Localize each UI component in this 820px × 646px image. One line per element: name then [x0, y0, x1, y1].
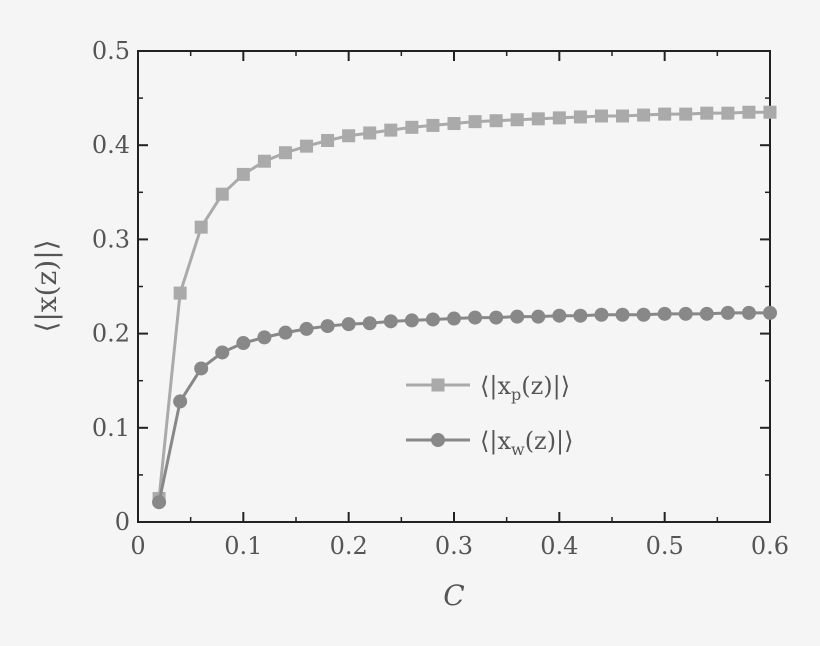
data-point-circle	[573, 308, 588, 323]
data-point-circle	[215, 345, 230, 360]
data-point-circle	[468, 310, 483, 325]
data-point-square	[721, 106, 735, 120]
data-point-square	[173, 286, 187, 300]
data-point-square	[384, 123, 398, 137]
data-point-circle	[763, 305, 777, 320]
data-point-square	[763, 105, 777, 119]
data-point-circle	[489, 310, 504, 325]
y-tick-label: 0.2	[92, 320, 130, 348]
data-point-square	[321, 133, 335, 147]
data-point-circle	[152, 495, 167, 510]
data-point-square	[552, 111, 566, 125]
data-point-circle	[425, 312, 440, 327]
y-tick-label: 0.1	[92, 414, 130, 442]
legend-label: ⟨|xp(z)|⟩	[480, 372, 570, 404]
data-point-circle	[531, 309, 546, 324]
x-tick-label: 0.4	[540, 532, 578, 560]
data-point-square	[679, 107, 693, 121]
data-point-circle	[594, 307, 609, 322]
ticks	[137, 50, 771, 523]
y-tick-label: 0.3	[92, 225, 130, 253]
data-point-circle	[236, 336, 251, 351]
data-point-square	[573, 110, 587, 124]
tick-labels: 0 0.1 0.2 0.3 0.4 0.5 0.6 0 0.1 0.2 0.3 0.4 0.5	[92, 37, 789, 560]
data-point-square	[658, 107, 672, 121]
legend-entry-2: ⟨|xw(z)|⟩	[406, 427, 574, 459]
y-axis-title: ⟨|x(z)|⟩	[30, 239, 63, 332]
data-point-square	[489, 114, 503, 128]
data-point-circle	[383, 314, 398, 329]
data-point-square	[342, 129, 356, 143]
data-point-square	[426, 118, 440, 132]
data-point-circle	[678, 306, 693, 321]
data-point-square	[594, 109, 608, 123]
data-point-circle	[657, 306, 672, 321]
x-tick-label: 0.2	[330, 532, 368, 560]
data-point-circle	[194, 361, 209, 376]
data-point-circle	[615, 307, 630, 322]
y-tick-label: 0	[115, 508, 130, 536]
data-point-circle	[552, 308, 567, 323]
data-point-square	[278, 146, 292, 160]
y-tick-label: 0.4	[92, 131, 130, 159]
x-axis-title: C	[443, 579, 464, 612]
x-tick-label: 0.3	[435, 532, 473, 560]
data-point-square	[300, 139, 314, 153]
legend-marker-square	[431, 378, 445, 392]
x-tick-label: 0	[130, 532, 145, 560]
data-point-square	[405, 120, 419, 134]
y-tick-label: 0.5	[92, 37, 130, 65]
data-point-circle	[341, 317, 356, 332]
data-point-circle	[636, 307, 651, 322]
data-point-square	[742, 105, 756, 119]
data-point-circle	[510, 309, 525, 324]
series-line	[157, 311, 770, 503]
data-point-circle	[741, 305, 756, 320]
data-point-square	[700, 106, 714, 120]
data-point-square	[236, 167, 250, 181]
x-tick-label: 0.6	[751, 532, 789, 560]
data-point-square	[531, 112, 545, 126]
data-point-square	[194, 220, 208, 234]
data-point-circle	[447, 311, 461, 326]
data-point-square	[468, 115, 482, 129]
data-point-square	[616, 109, 630, 123]
data-point-circle	[173, 394, 188, 409]
series-2	[152, 305, 777, 510]
data-point-circle	[699, 306, 714, 321]
data-point-circle	[404, 313, 419, 328]
legend: ⟨|xp(z)|⟩ ⟨|xw(z)|⟩	[406, 372, 574, 459]
x-tick-label: 0.5	[646, 532, 684, 560]
data-point-square	[257, 154, 271, 168]
data-point-square	[215, 187, 229, 201]
data-point-circle	[278, 325, 293, 340]
legend-label: ⟨|xw(z)|⟩	[480, 427, 574, 459]
data-point-circle	[299, 321, 314, 336]
data-point-square	[363, 126, 377, 140]
x-tick-label: 0.1	[224, 532, 262, 560]
data-point-circle	[362, 316, 377, 331]
series-1	[152, 105, 777, 505]
legend-entry-1: ⟨|xp(z)|⟩	[406, 372, 570, 404]
legend-marker-circle	[431, 433, 445, 447]
data-point-circle	[257, 330, 272, 345]
series-layer	[152, 105, 777, 510]
data-point-square	[637, 108, 651, 122]
data-point-square	[510, 113, 524, 127]
data-point-circle	[320, 319, 335, 334]
data-point-square	[447, 117, 461, 131]
data-point-circle	[720, 305, 735, 320]
